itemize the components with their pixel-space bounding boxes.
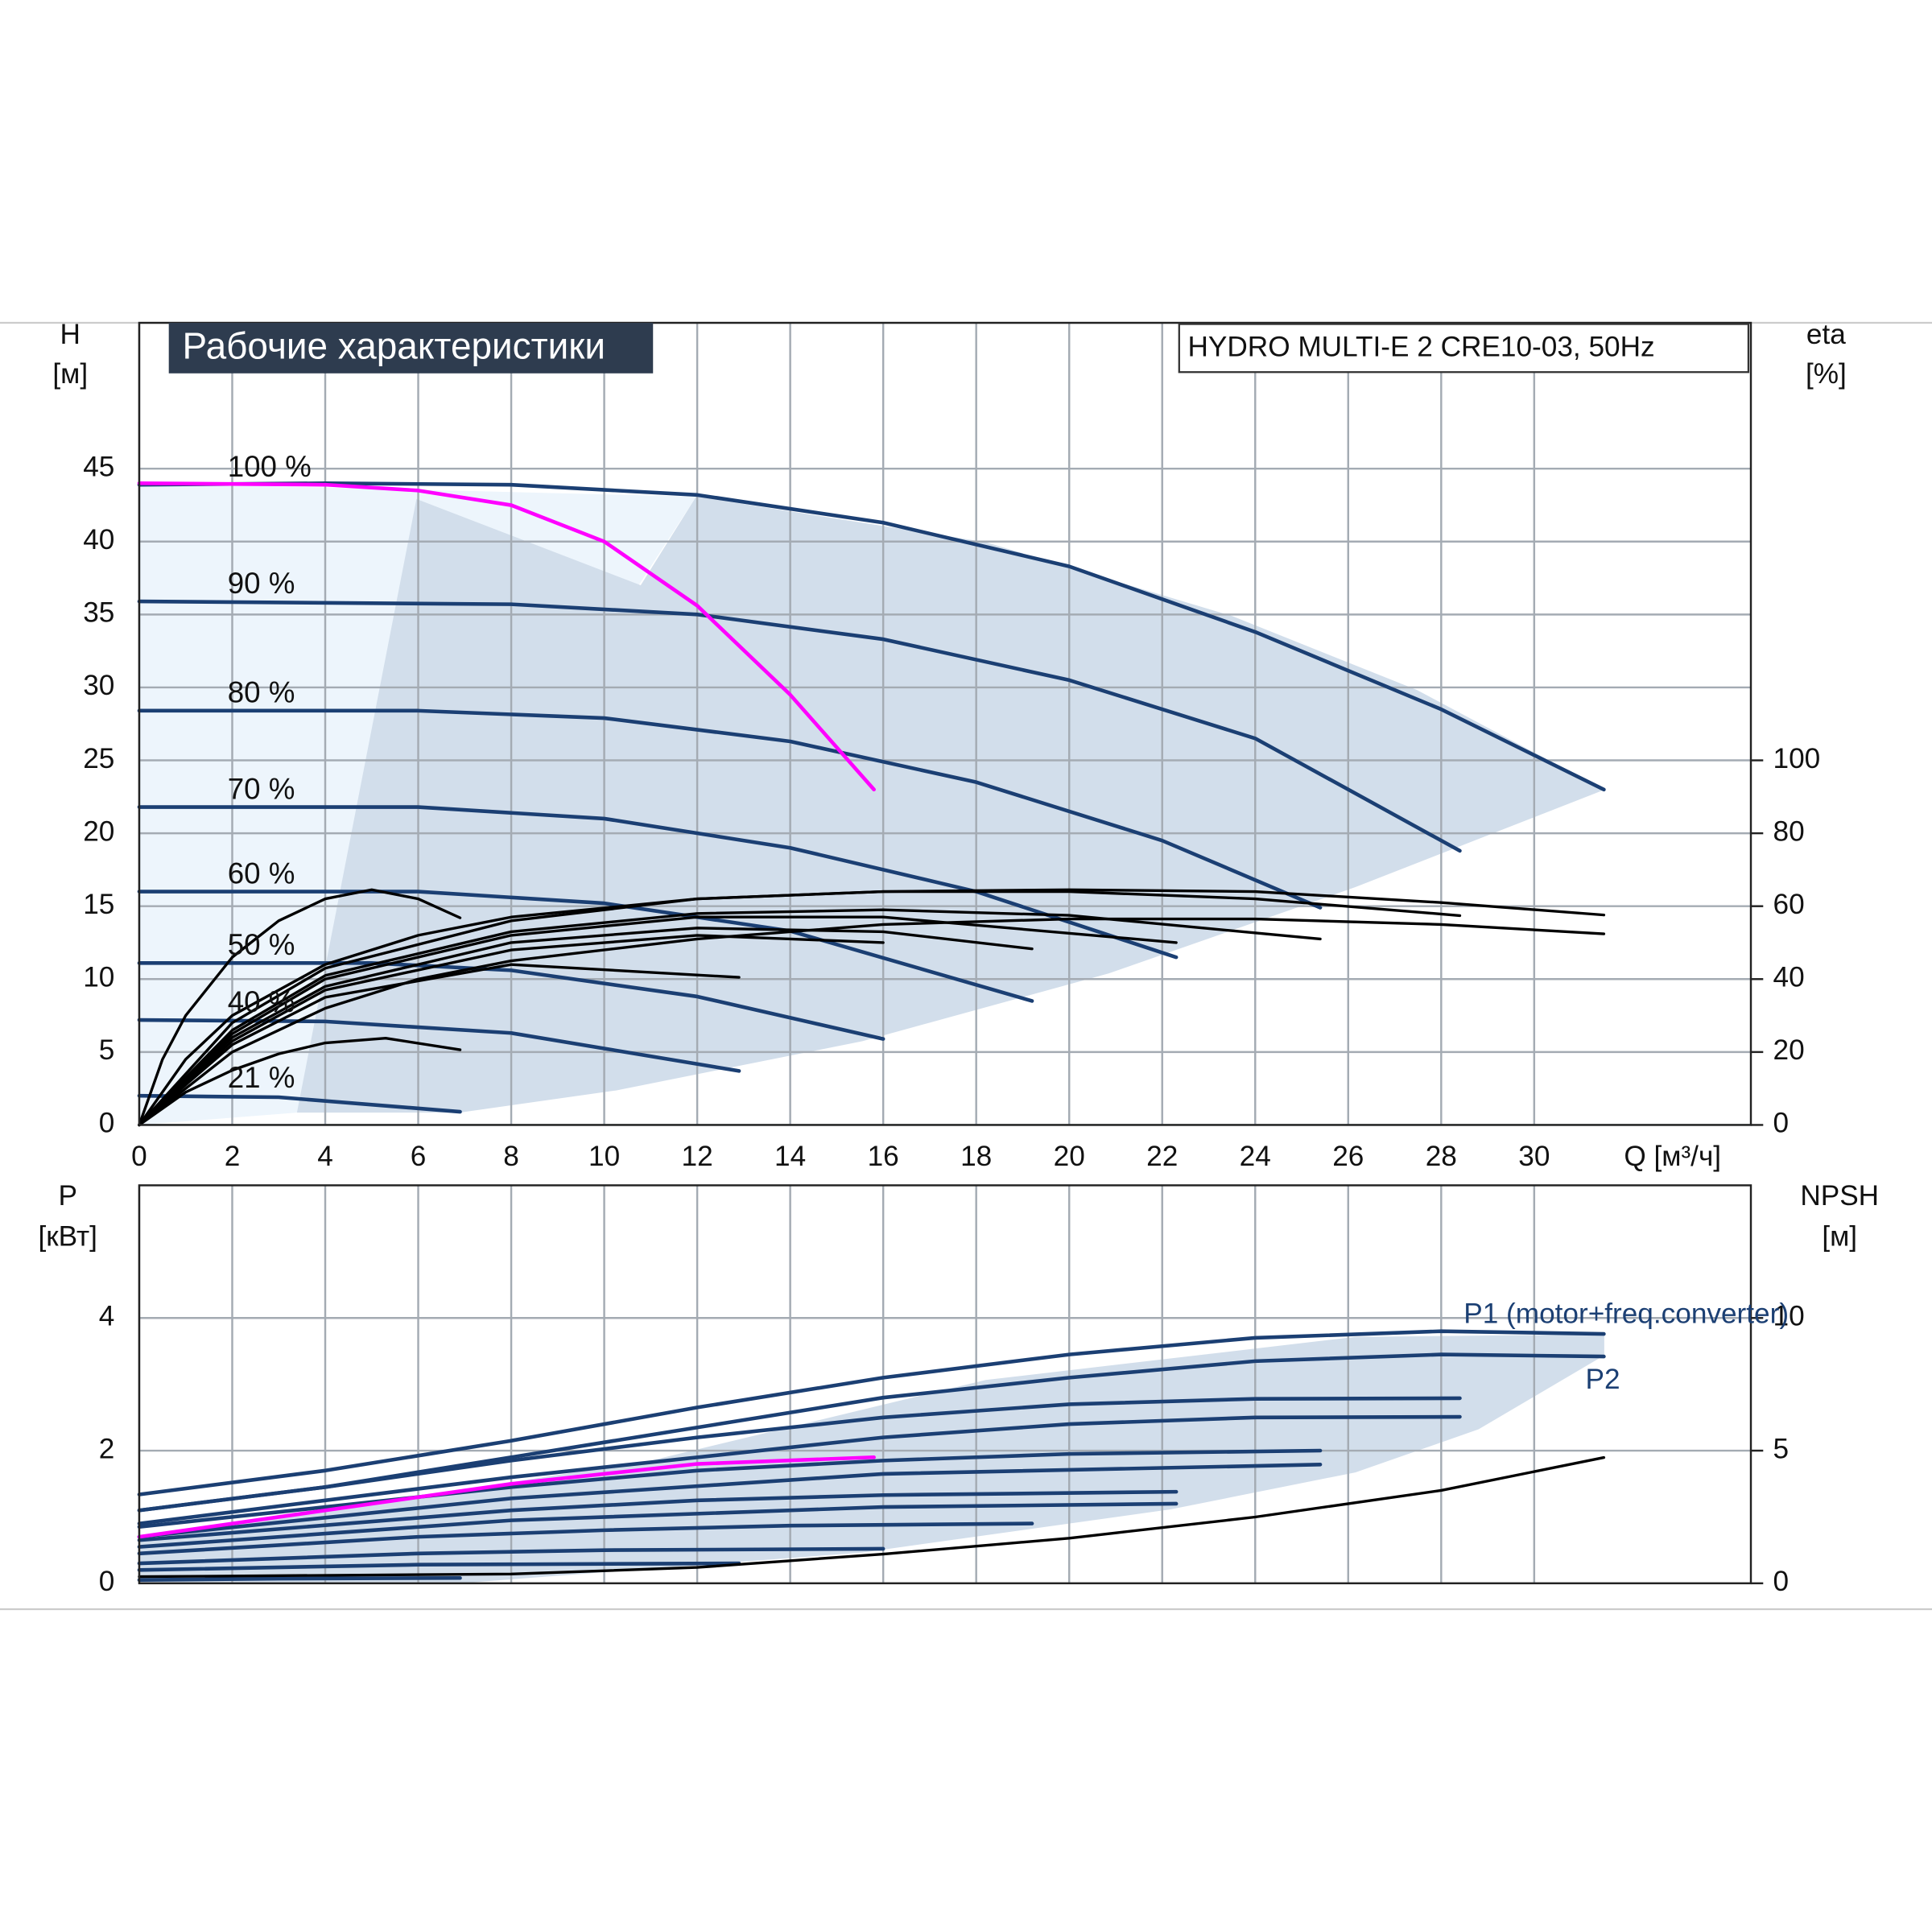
plot-frame (138, 321, 1752, 1126)
title-box (168, 323, 654, 374)
y-tick-label: 40 (83, 524, 114, 555)
curve (137, 1448, 1323, 1530)
y-axis-label: [кВт] (38, 1221, 97, 1253)
y-axis-label: P (58, 1180, 76, 1212)
curve (137, 1414, 1462, 1525)
x-tick-label: 20 (1054, 1141, 1085, 1172)
y2-tick-label: 0 (1773, 1108, 1790, 1139)
curve (137, 1521, 1034, 1556)
curve (137, 708, 1323, 910)
series-label: 90 % (228, 567, 295, 600)
x-tick-label: 8 (503, 1141, 519, 1172)
y-axis-label: H (60, 319, 80, 350)
curve (137, 481, 876, 792)
curve (137, 961, 886, 1041)
y2-axis-label: [%] (1806, 358, 1847, 390)
plot-frame (138, 1184, 1752, 1585)
chart-title: Рабочие характеристики (183, 324, 605, 366)
curve (137, 481, 1606, 792)
curve (137, 1462, 1323, 1539)
curve (137, 1329, 1606, 1496)
curve (137, 1455, 876, 1539)
curve (138, 1455, 1606, 1579)
y-tick-label: 0 (99, 1566, 115, 1597)
curve (137, 1093, 462, 1114)
series-label: 80 % (228, 676, 295, 709)
series-label: P1 (motor+freq.converter) (1463, 1298, 1789, 1329)
series-label: P2 (1586, 1364, 1620, 1395)
curve (138, 934, 885, 1127)
subtitle: HYDRO MULTI-E 2 CRE10-03, 50Hz (1188, 331, 1655, 362)
y2-tick-label: 100 (1773, 743, 1821, 774)
y-tick-label: 35 (83, 597, 114, 629)
curve (138, 888, 462, 1127)
x-tick-label: 10 (588, 1141, 620, 1172)
x-tick-label: 28 (1426, 1141, 1457, 1172)
curve (138, 908, 1322, 1127)
y2-axis-label: NPSH (1800, 1180, 1879, 1212)
y-tick-label: 4 (99, 1301, 115, 1332)
x-tick-label: 2 (225, 1141, 241, 1172)
curve (137, 1489, 1179, 1542)
curve (137, 805, 1179, 960)
series-label: 21 % (228, 1061, 295, 1094)
curves (137, 481, 1606, 1582)
curve (138, 1037, 462, 1127)
y2-tick-label: 80 (1773, 815, 1805, 847)
y-tick-label: 15 (83, 889, 114, 920)
curve (138, 927, 1034, 1127)
x-tick-label: 14 (774, 1141, 806, 1172)
y-tick-label: 5 (99, 1034, 115, 1066)
curve (137, 599, 1462, 853)
y2-axis-label: eta (1806, 319, 1846, 350)
series-label: 40 % (228, 985, 295, 1018)
curve (138, 963, 741, 1127)
y2-axis-label: [м] (1822, 1221, 1857, 1253)
range-area (296, 496, 1604, 1113)
series-label: 60 % (228, 857, 295, 890)
curve (137, 1396, 1462, 1513)
x-tick-label: 16 (868, 1141, 899, 1172)
y-tick-label: 45 (83, 451, 114, 482)
y2-tick-label: 10 (1773, 1301, 1805, 1332)
y-axis-label: [м] (52, 358, 88, 390)
y-tick-label: 20 (83, 815, 114, 847)
x-tick-label: 12 (682, 1141, 713, 1172)
y-tick-label: 2 (99, 1433, 115, 1464)
x-tick-label: 4 (317, 1141, 333, 1172)
curve (138, 888, 1606, 1127)
curve (137, 890, 1034, 1003)
series-label: 50 % (228, 928, 295, 961)
curve (138, 917, 1606, 1127)
curve (137, 1575, 462, 1582)
x-tick-label: 26 (1332, 1141, 1364, 1172)
y2-tick-label: 20 (1773, 1034, 1805, 1066)
y2-tick-label: 60 (1773, 889, 1805, 920)
x-tick-label: 24 (1240, 1141, 1271, 1172)
x-tick-label: 22 (1146, 1141, 1178, 1172)
x-tick-label: 0 (131, 1141, 147, 1172)
y2-tick-label: 5 (1773, 1433, 1790, 1464)
x-tick-label: 30 (1518, 1141, 1550, 1172)
y-tick-label: 25 (83, 743, 114, 774)
y2-tick-label: 40 (1773, 962, 1805, 993)
y-tick-label: 0 (99, 1108, 115, 1139)
curve (137, 1561, 741, 1572)
curve (137, 1018, 741, 1073)
series-label: 70 % (228, 772, 295, 805)
series-label: 100 % (228, 450, 312, 483)
subtitle-box (1178, 323, 1750, 374)
y-tick-label: 30 (83, 670, 114, 701)
curve (137, 1501, 1179, 1549)
curve (137, 1546, 886, 1566)
y2-tick-label: 0 (1773, 1566, 1790, 1597)
curve (138, 890, 1462, 1127)
curve (138, 915, 1178, 1127)
x-tick-label: 6 (411, 1141, 427, 1172)
x-tick-label: 18 (960, 1141, 992, 1172)
x-axis-label: Q [м³/ч] (1624, 1141, 1721, 1172)
y-tick-label: 10 (83, 962, 114, 993)
